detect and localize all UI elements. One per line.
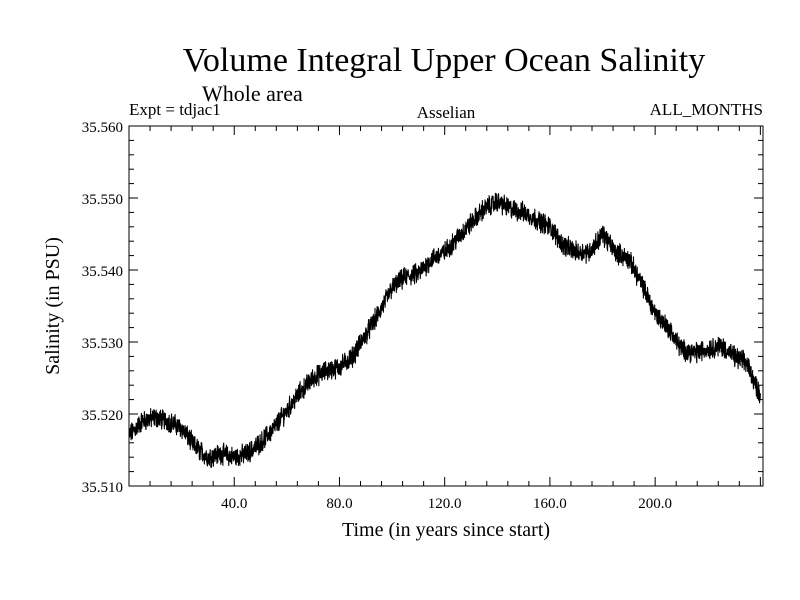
y-axis-label: Salinity (in PSU) [42, 237, 64, 375]
x-tick-label: 120.0 [428, 496, 462, 512]
y-tick-label: 35.520 [82, 408, 123, 424]
months-label: ALL_MONTHS [650, 100, 763, 119]
chart-subtitle: Whole area [202, 81, 303, 106]
y-tick-label: 35.530 [82, 336, 123, 352]
x-axis-label: Time (in years since start) [342, 519, 550, 541]
scheme-label: Asselian [417, 103, 476, 122]
salinity-series-line [128, 192, 761, 468]
axis-tick-labels: 35.510 35.520 35.530 35.540 35.550 35.560 40.0… [82, 120, 672, 512]
x-tick-label: 80.0 [326, 496, 352, 512]
series-layer [128, 192, 761, 468]
x-tick-label: 160.0 [533, 496, 567, 512]
y-tick-label: 35.540 [82, 264, 123, 280]
plot-frame [128, 125, 764, 487]
axis-ticks [129, 125, 763, 487]
experiment-label: Expt = tdjac1 [129, 100, 221, 119]
x-tick-label: 200.0 [638, 496, 672, 512]
chart-title: Volume Integral Upper Ocean Salinity [183, 42, 705, 79]
y-tick-label: 35.560 [82, 120, 123, 136]
y-tick-label: 35.550 [82, 192, 123, 208]
y-tick-label: 35.510 [82, 480, 123, 496]
x-tick-label: 40.0 [221, 496, 247, 512]
